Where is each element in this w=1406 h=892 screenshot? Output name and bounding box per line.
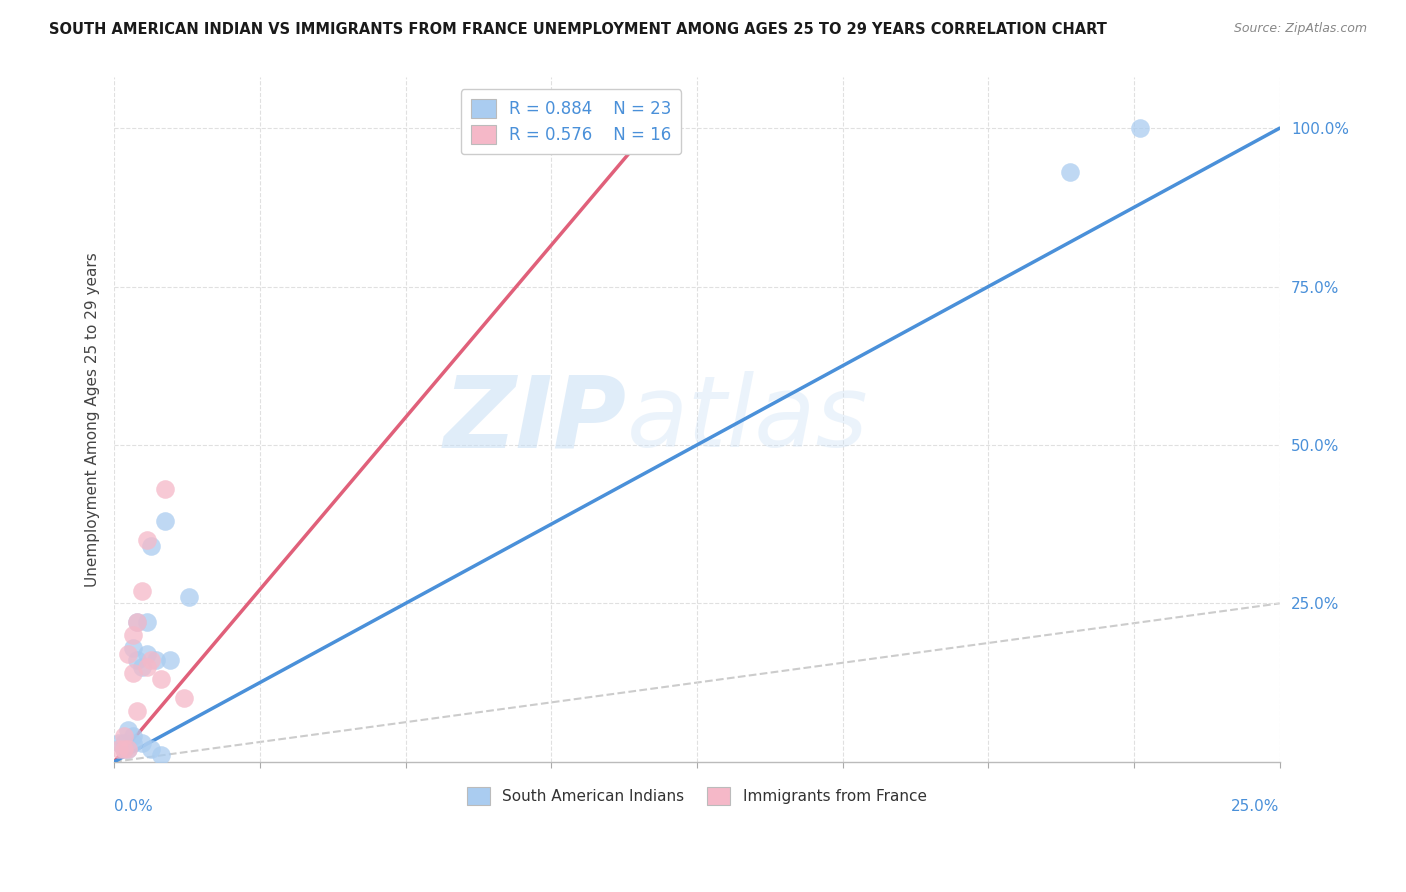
Point [141,742,163,756]
Text: SOUTH AMERICAN INDIAN VS IMMIGRANTS FROM FRANCE UNEMPLOYMENT AMONG AGES 25 TO 29: SOUTH AMERICAN INDIAN VS IMMIGRANTS FROM… [49,22,1107,37]
Point [121,640,143,655]
Point [127,704,149,718]
Point [121,730,143,744]
Point [135,647,157,661]
Point [155,514,177,528]
Point [112,736,135,750]
Point [127,653,149,667]
Point [141,539,163,553]
Text: Source: ZipAtlas.com: Source: ZipAtlas.com [1233,22,1367,36]
Point [1059,165,1081,179]
Y-axis label: Unemployment Among Ages 25 to 29 years: Unemployment Among Ages 25 to 29 years [86,252,100,587]
Point [131,659,153,673]
Legend: South American Indians, Immigrants from France: South American Indians, Immigrants from … [460,780,934,813]
Text: 25.0%: 25.0% [1232,799,1279,814]
Point [117,742,139,756]
Point [127,615,149,630]
Point [145,653,167,667]
Text: ZIP: ZIP [444,371,627,468]
Point [121,628,143,642]
Point [149,748,172,763]
Point [112,730,135,744]
Point [108,736,131,750]
Point [112,742,135,756]
Point [117,723,139,737]
Point [135,533,157,547]
Point [131,736,153,750]
Point [117,647,139,661]
Point [155,483,177,497]
Point [108,742,131,756]
Point [127,615,149,630]
Text: atlas: atlas [627,371,869,468]
Point [121,666,143,681]
Point [177,590,200,604]
Point [149,673,172,687]
Point [141,653,163,667]
Point [135,615,157,630]
Point [135,659,157,673]
Point [112,742,135,756]
Point [159,653,181,667]
Point [173,691,195,706]
Text: 0.0%: 0.0% [114,799,153,814]
Point [117,742,139,756]
Point [131,583,153,598]
Point [121,736,143,750]
Point [1129,121,1152,136]
